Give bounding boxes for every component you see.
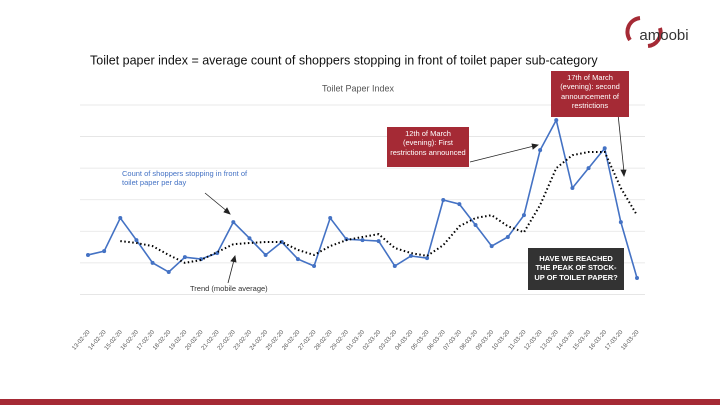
data-point xyxy=(602,146,607,151)
data-point xyxy=(312,264,317,269)
data-point xyxy=(150,260,155,265)
data-point xyxy=(570,186,575,191)
callout: 12th of March (evening): First restricti… xyxy=(387,127,469,167)
annotation: Count of shoppers stopping in front of t… xyxy=(122,169,248,188)
data-point xyxy=(457,202,462,207)
trend-line xyxy=(120,151,638,264)
data-point xyxy=(473,222,478,227)
data-point xyxy=(376,239,381,244)
data-point xyxy=(392,264,397,269)
data-point xyxy=(328,216,333,221)
data-point xyxy=(408,253,413,258)
logo: amoobi xyxy=(639,27,688,44)
data-point xyxy=(505,234,510,239)
data-point xyxy=(118,216,123,221)
data-point xyxy=(521,213,526,218)
data-point xyxy=(489,244,494,249)
data-point xyxy=(425,256,430,261)
data-point xyxy=(166,270,171,275)
footer-bar xyxy=(0,399,720,405)
data-point xyxy=(538,148,543,153)
data-point xyxy=(586,166,591,171)
data-point xyxy=(618,220,623,225)
callout: 17th of March (evening): second announce… xyxy=(551,71,629,117)
data-point xyxy=(247,236,252,241)
data-point xyxy=(231,220,236,225)
logo-mark xyxy=(625,16,663,48)
data-point xyxy=(554,118,559,123)
data-point xyxy=(263,252,268,257)
x-tick-label: 18-03-20 xyxy=(620,329,640,352)
data-point xyxy=(134,238,139,243)
data-point xyxy=(102,249,107,254)
data-point xyxy=(295,257,300,262)
data-point xyxy=(360,238,365,243)
annotation: Trend (mobile average) xyxy=(190,284,268,293)
data-point xyxy=(441,198,446,203)
data-point xyxy=(182,255,187,260)
data-point xyxy=(86,252,90,257)
slide-title: Toilet paper index = average count of sh… xyxy=(90,53,598,67)
data-point xyxy=(635,276,639,281)
arrows xyxy=(204,113,627,284)
chart-title: Toilet Paper Index xyxy=(322,83,395,93)
callout: HAVE WE REACHED THE PEAK OF STOCK-UP OF … xyxy=(528,248,624,290)
